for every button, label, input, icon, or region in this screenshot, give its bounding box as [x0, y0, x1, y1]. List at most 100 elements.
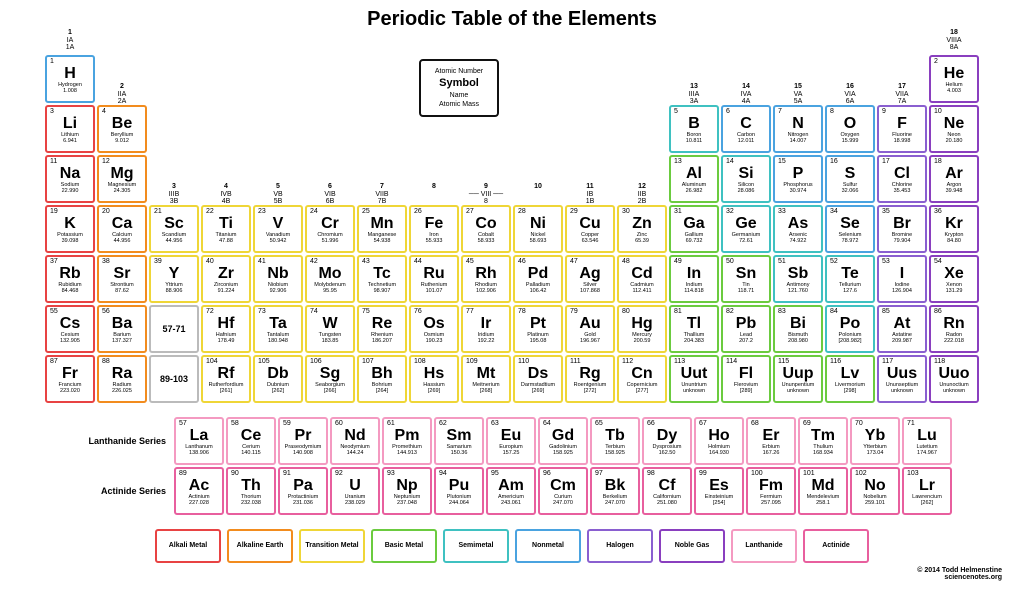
- element-V: 23VVanadium50.942: [253, 205, 303, 253]
- atomic-mass: 79.904: [894, 239, 911, 245]
- element-Tb: 65TbTerbium158.925: [590, 417, 640, 465]
- element-symbol: Ce: [241, 428, 261, 444]
- atomic-number: 67: [699, 420, 707, 427]
- atomic-number: 101: [803, 470, 815, 477]
- atomic-number: 23: [258, 208, 266, 215]
- atomic-number: 90: [231, 470, 239, 477]
- atomic-number: 103: [907, 470, 919, 477]
- group-label-14: 14IVA4A: [721, 83, 771, 106]
- atomic-mass: 167.26: [763, 451, 780, 457]
- atomic-number: 89: [179, 470, 187, 477]
- atomic-mass: 118.71: [738, 289, 754, 295]
- element-symbol: Ni: [530, 216, 546, 232]
- group-label-16: 16VIA6A: [825, 83, 875, 106]
- element-Nd: 60NdNeodymium144.24: [330, 417, 380, 465]
- atomic-mass: 195.08: [530, 339, 547, 345]
- element-symbol: Cd: [631, 266, 652, 282]
- legend-semimetal: Semimetal: [443, 529, 509, 563]
- atomic-mass: 28.086: [738, 189, 755, 195]
- atomic-number: 30: [622, 208, 630, 215]
- element-Gd: 64GdGadolinium158.925: [538, 417, 588, 465]
- atomic-number: 43: [362, 258, 370, 265]
- atomic-number: 106: [310, 358, 322, 365]
- atomic-mass: 39.948: [946, 189, 963, 195]
- atomic-number: 9: [882, 108, 886, 115]
- group-label-5: 5VB5B: [253, 183, 303, 206]
- group-label-9: 9── VIII ──8: [461, 183, 511, 206]
- element-symbol: Ar: [945, 166, 963, 182]
- atomic-number: 5: [674, 108, 678, 115]
- atomic-number: 112: [622, 358, 633, 365]
- atomic-number: 69: [803, 420, 811, 427]
- atomic-number: 84: [830, 308, 838, 315]
- element-Tc: 43TcTechnetium98.907: [357, 255, 407, 303]
- atomic-number: 12: [102, 158, 110, 165]
- element-symbol: Sn: [736, 266, 756, 282]
- element-symbol: Db: [267, 366, 288, 382]
- element-Mn: 25MnManganese54.938: [357, 205, 407, 253]
- element-symbol: Pu: [449, 478, 469, 494]
- atomic-number: 38: [102, 258, 110, 265]
- element-K: 19KPotassium39.098: [45, 205, 95, 253]
- atomic-mass: [266]: [324, 389, 336, 395]
- element-symbol: B: [688, 116, 700, 132]
- element-Cs: 55CsCesium132.905: [45, 305, 95, 353]
- atomic-mass: 196.967: [580, 339, 600, 345]
- atomic-mass: unknown: [943, 389, 965, 395]
- element-Fm: 100FmFermium257.095: [746, 467, 796, 515]
- element-Be: 4BeBeryllium9.012: [97, 105, 147, 153]
- atomic-number: 51: [778, 258, 786, 265]
- element-Dy: 66DyDysprosium162.50: [642, 417, 692, 465]
- atomic-mass: 55.933: [426, 239, 443, 245]
- element-symbol: Am: [498, 478, 524, 494]
- element-symbol: Hg: [631, 316, 652, 332]
- atomic-mass: [272]: [584, 389, 596, 395]
- atomic-mass: 39.098: [62, 239, 79, 245]
- atomic-mass: 174.967: [917, 451, 937, 457]
- element-symbol: Au: [579, 316, 600, 332]
- element-symbol: Md: [811, 478, 834, 494]
- atomic-mass: 204.383: [684, 339, 704, 345]
- atomic-number: 96: [543, 470, 551, 477]
- element-Mg: 12MgMagnesium24.305: [97, 155, 147, 203]
- atomic-mass: 178.49: [218, 339, 235, 345]
- atomic-number: 19: [50, 208, 58, 215]
- group-label-4: 4IVB4B: [201, 183, 251, 206]
- atomic-mass: 173.04: [867, 451, 884, 457]
- element-Fl: 114FlFlerovium[289]: [721, 355, 771, 403]
- atomic-number: 36: [934, 208, 942, 215]
- atomic-mass: 98.907: [374, 289, 391, 295]
- atomic-number: 24: [310, 208, 318, 215]
- element-Ds: 110DsDarmstadtium[269]: [513, 355, 563, 403]
- group-label-1: 1IA1A: [45, 29, 95, 53]
- atomic-mass: [254]: [713, 501, 725, 507]
- atomic-mass: 69.732: [686, 239, 703, 245]
- atomic-mass: 10.811: [686, 139, 702, 145]
- element-symbol: Fr: [62, 366, 78, 382]
- atomic-mass: 186.207: [372, 339, 392, 345]
- atomic-mass: 91.224: [218, 289, 235, 295]
- element-U: 92UUranium238.029: [330, 467, 380, 515]
- element-Na: 11NaSodium22.990: [45, 155, 95, 203]
- element-symbol: P: [793, 166, 804, 182]
- atomic-number: 102: [855, 470, 867, 477]
- element-symbol: Si: [738, 166, 753, 182]
- element-symbol: Yb: [865, 428, 885, 444]
- element-Es: 99EsEinsteinium[254]: [694, 467, 744, 515]
- element-Kr: 36KrKrypton84.80: [929, 205, 979, 253]
- atomic-number: 47: [570, 258, 578, 265]
- atomic-number: 33: [778, 208, 786, 215]
- element-Am: 95AmAmericium243.061: [486, 467, 536, 515]
- element-Bh: 107BhBohrium[264]: [357, 355, 407, 403]
- element-symbol: Eu: [501, 428, 521, 444]
- element-symbol: Tl: [687, 316, 701, 332]
- atomic-mass: 180.948: [268, 339, 288, 345]
- element-symbol: Zn: [632, 216, 652, 232]
- element-symbol: Rg: [579, 366, 600, 382]
- atomic-number: 73: [258, 308, 266, 315]
- element-symbol: I: [900, 266, 904, 282]
- atomic-mass: 231.036: [293, 501, 313, 507]
- group-label-15: 15VA5A: [773, 83, 823, 106]
- element-symbol: Hf: [218, 316, 235, 332]
- atomic-mass: [208.982]: [839, 339, 862, 345]
